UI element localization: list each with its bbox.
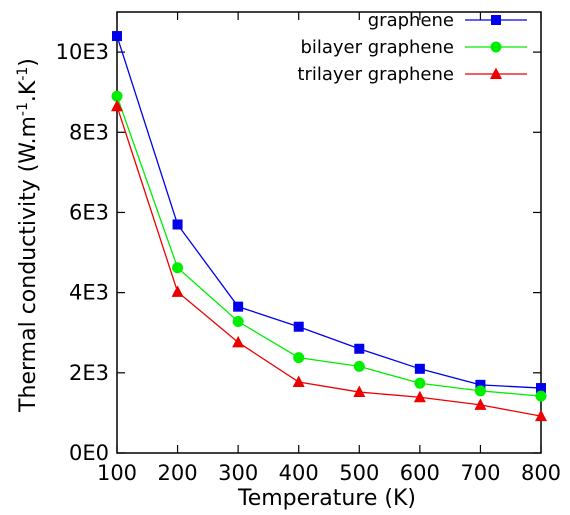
x-tick-label: 400: [279, 461, 319, 485]
data-point-trilayer-graphene: [292, 375, 305, 388]
data-point-trilayer-graphene: [232, 335, 245, 348]
data-point-bilayer-graphene: [414, 377, 426, 389]
legend-marker: [490, 41, 502, 53]
x-tick-label: 300: [218, 461, 258, 485]
x-axis-label: Temperature (K): [237, 486, 416, 511]
data-point-bilayer-graphene: [293, 352, 305, 364]
legend-marker: [490, 67, 502, 79]
x-tick-label: 500: [339, 461, 379, 485]
y-tick-label: 2E3: [69, 361, 109, 385]
data-point-graphene: [233, 301, 244, 312]
data-point-bilayer-graphene: [172, 262, 184, 274]
legend-label: graphene: [368, 10, 454, 31]
plot-frame: [116, 11, 542, 454]
plot-border: [116, 11, 542, 454]
data-point-trilayer-graphene: [413, 390, 426, 403]
x-tick-label: 100: [97, 461, 137, 485]
series-bilayer-graphene: [111, 90, 547, 402]
series-graphene: [112, 31, 546, 394]
series-line-bilayer-graphene: [116, 95, 542, 397]
data-point-trilayer-graphene: [171, 285, 184, 297]
data-point-graphene: [293, 321, 304, 332]
legend-item: trilayer graphene: [297, 64, 527, 85]
x-tick-label: 700: [460, 461, 500, 485]
x-tick-label: 200: [158, 461, 198, 485]
series-trilayer-graphene: [111, 99, 547, 422]
series-line-trilayer-graphene: [116, 106, 542, 417]
data-point-bilayer-graphene: [111, 90, 123, 102]
data-point-graphene: [172, 219, 183, 230]
data-point-trilayer-graphene: [474, 398, 487, 410]
x-axis-ticks: 100 200 300 400 500 600 700 800: [97, 12, 561, 485]
data-point-graphene: [414, 363, 425, 374]
data-point-trilayer-graphene: [353, 385, 366, 398]
legend-item: graphene: [368, 10, 527, 31]
legend: graphene bilayer graphene trilayer graphen…: [297, 10, 527, 85]
data-point-bilayer-graphene: [474, 385, 486, 397]
y-axis-ticks: 0E0 2E3 4E3 6E3 8E3 10E3: [56, 40, 541, 465]
y-tick-label: 0E0: [69, 441, 109, 465]
data-point-graphene: [536, 383, 546, 394]
series-line-graphene: [116, 35, 542, 389]
legend-label: trilayer graphene: [297, 64, 454, 85]
data-point-bilayer-graphene: [353, 360, 365, 372]
y-tick-label: 8E3: [69, 120, 109, 144]
data-point-graphene: [354, 343, 365, 354]
data-point-trilayer-graphene: [111, 99, 123, 112]
y-tick-label: 10E3: [56, 40, 109, 64]
data-point-bilayer-graphene: [232, 316, 244, 328]
y-axis-label: Thermal conductivity (W.m-1.K-1): [15, 58, 41, 413]
data-point-trilayer-graphene: [535, 409, 547, 422]
legend-item: bilayer graphene: [300, 37, 527, 58]
data-point-graphene: [475, 379, 486, 390]
legend-marker: [491, 15, 501, 25]
y-tick-label: 4E3: [69, 281, 109, 305]
x-tick-label: 600: [400, 461, 440, 485]
y-tick-label: 6E3: [69, 200, 109, 224]
data-point-graphene: [112, 31, 122, 42]
data-point-bilayer-graphene: [535, 390, 547, 402]
x-tick-label: 800: [521, 461, 561, 485]
legend-label: bilayer graphene: [300, 37, 454, 58]
series-layer: [111, 31, 547, 422]
